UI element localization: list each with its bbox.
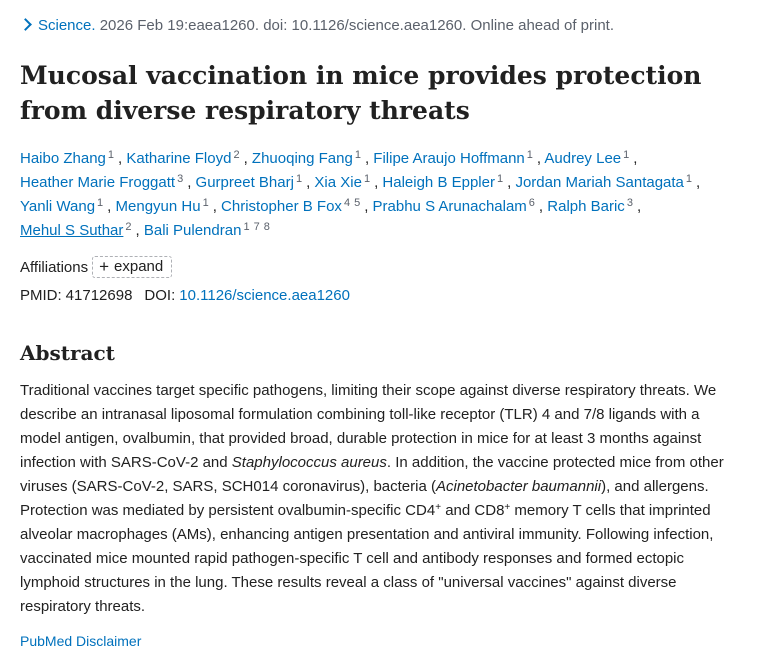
affiliation-numbers[interactable]: 1 xyxy=(108,149,118,161)
author-link[interactable]: Yanli Wang xyxy=(20,198,96,215)
author-link[interactable]: Filipe Araujo Hoffmann xyxy=(373,150,525,167)
author-item: Yanli Wang 1 xyxy=(20,197,107,216)
superscript: + xyxy=(435,502,442,513)
abstract-heading: Abstract xyxy=(20,341,115,365)
identifiers-row: PMID: 41712698 DOI: 10.1126/science.aea1260 xyxy=(20,287,350,304)
pubmed-disclaimer-link[interactable]: PubMed Disclaimer xyxy=(20,633,142,649)
affiliation-number[interactable]: 4 xyxy=(343,197,351,209)
author-item: Bali Pulendran 1 7 8 xyxy=(143,221,274,240)
affiliation-numbers[interactable]: 1 xyxy=(355,149,365,161)
author-link[interactable]: Mengyun Hu xyxy=(115,198,201,215)
author-item: Audrey Lee 1 xyxy=(544,149,633,168)
author-link[interactable]: Xia Xie xyxy=(314,174,362,191)
expand-label: expand xyxy=(114,258,164,275)
abstract-segment: memory T cells that imprinted alveolar m… xyxy=(20,502,714,615)
affiliation-number[interactable]: 3 xyxy=(626,197,633,209)
author-link[interactable]: Haibo Zhang xyxy=(20,150,106,167)
author-link[interactable]: Audrey Lee xyxy=(544,150,622,167)
author-link[interactable]: Mehul S Suthar xyxy=(20,222,124,239)
affiliation-number[interactable]: 6 xyxy=(528,197,535,209)
author-item: Haleigh B Eppler 1 xyxy=(382,173,507,192)
superscript: + xyxy=(504,502,511,513)
affiliations-label: Affiliations xyxy=(20,258,89,276)
citation-details: 2026 Feb 19:eaea1260. doi: 10.1126/scien… xyxy=(99,17,615,34)
affiliation-number[interactable]: 1 xyxy=(623,149,630,161)
author-item: Zhuoqing Fang 1 xyxy=(251,149,365,168)
authors-list: Haibo Zhang 1, Katharine Floyd 2, Zhuoqing… xyxy=(20,149,701,240)
author-item: Prabhu S Arunachalam 6 xyxy=(372,197,539,216)
affiliation-numbers[interactable]: 1 xyxy=(623,149,633,161)
citation-line: Science. 2026 Feb 19:eaea1260. doi: 10.1… xyxy=(19,17,615,34)
author-item: Mehul S Suthar 2 xyxy=(20,221,136,240)
affiliation-number[interactable]: 1 xyxy=(97,197,104,209)
abstract-segment: ), and allergens. Protection was mediate… xyxy=(20,478,709,519)
author-item: Heather Marie Froggatt 3 xyxy=(20,173,187,192)
affiliation-number[interactable]: 1 xyxy=(363,173,371,185)
abstract-text: Traditional vaccines target specific pat… xyxy=(20,379,744,619)
affiliation-number[interactable]: 1 xyxy=(526,149,533,161)
author-link[interactable]: Ralph Baric xyxy=(547,198,625,215)
plus-icon: + xyxy=(99,257,110,276)
author-item: Xia Xie 1 xyxy=(314,173,374,192)
affiliation-numbers[interactable]: 3 xyxy=(627,197,637,209)
author-link[interactable]: Haleigh B Eppler xyxy=(382,174,495,191)
affiliation-numbers[interactable]: 1 xyxy=(364,173,374,185)
affiliation-numbers[interactable]: 6 xyxy=(529,197,539,209)
author-item: Ralph Baric 3 xyxy=(547,197,637,216)
author-link[interactable]: Gurpreet Bharj xyxy=(195,174,294,191)
journal-link[interactable]: Science. xyxy=(38,17,96,34)
affiliation-number[interactable]: 1 xyxy=(107,149,115,161)
affiliation-number[interactable]: 8 xyxy=(263,221,270,233)
affiliation-numbers[interactable]: 2 xyxy=(233,149,243,161)
affiliation-number[interactable]: 2 xyxy=(233,149,240,161)
organism-name: Acinetobacter baumannii xyxy=(435,478,602,495)
author-link[interactable]: Prabhu S Arunachalam xyxy=(372,198,527,215)
affiliation-number[interactable]: 7 xyxy=(253,221,260,233)
article-title: Mucosal vaccination in mice provides pro… xyxy=(20,61,702,125)
affiliation-number[interactable]: 5 xyxy=(354,197,361,209)
affiliation-numbers[interactable]: 1 xyxy=(686,173,696,185)
affiliations-row: Affiliations + expand xyxy=(20,256,173,278)
doi-link[interactable]: 10.1126/science.aea1260 xyxy=(179,287,350,304)
author-link[interactable]: Christopher B Fox xyxy=(221,198,342,215)
affiliation-number[interactable]: 1 xyxy=(202,197,209,209)
expand-affiliations-button[interactable]: + expand xyxy=(92,256,173,278)
affiliation-numbers[interactable]: 1 xyxy=(296,173,306,185)
author-link[interactable]: Heather Marie Froggatt xyxy=(20,174,176,191)
affiliation-numbers[interactable]: 3 xyxy=(177,173,187,185)
doi-label: DOI: xyxy=(144,287,176,304)
affiliation-numbers[interactable]: 2 xyxy=(125,221,135,233)
abstract-segment: and CD8 xyxy=(441,502,505,519)
abstract-segment: Traditional vaccines target specific pat… xyxy=(20,382,717,471)
author-item: Christopher B Fox 4 5 xyxy=(221,197,364,216)
affiliation-number[interactable]: 1 xyxy=(243,221,250,233)
author-item: Jordan Mariah Santagata 1 xyxy=(515,173,696,192)
chevron-right-icon xyxy=(19,18,32,31)
author-item: Mengyun Hu 1 xyxy=(115,197,213,216)
abstract-segment: . In addition, the vaccine protected mic… xyxy=(20,454,724,495)
affiliation-numbers[interactable]: 1 xyxy=(97,197,107,209)
author-link[interactable]: Bali Pulendran xyxy=(143,222,242,239)
author-link[interactable]: Zhuoqing Fang xyxy=(251,150,353,167)
author-item: Haibo Zhang 1 xyxy=(20,149,118,168)
author-item: Filipe Araujo Hoffmann 1 xyxy=(373,149,537,168)
affiliation-number[interactable]: 1 xyxy=(354,149,361,161)
affiliation-number[interactable]: 1 xyxy=(496,173,504,185)
affiliation-numbers[interactable]: 1 xyxy=(527,149,537,161)
author-link[interactable]: Jordan Mariah Santagata xyxy=(515,174,684,191)
affiliation-number[interactable]: 2 xyxy=(125,221,132,233)
author-link[interactable]: Katharine Floyd xyxy=(126,150,232,167)
affiliation-numbers[interactable]: 1 xyxy=(497,173,507,185)
author-item: Gurpreet Bharj 1 xyxy=(195,173,307,192)
pmid-label: PMID: xyxy=(20,287,62,304)
affiliation-number[interactable]: 1 xyxy=(685,173,693,185)
affiliation-number[interactable]: 1 xyxy=(295,173,303,185)
author-item: Katharine Floyd 2 xyxy=(126,149,243,168)
affiliation-number[interactable]: 3 xyxy=(177,173,184,185)
affiliation-numbers[interactable]: 1 xyxy=(203,197,213,209)
organism-name: Staphylococcus aureus xyxy=(231,454,387,471)
pmid-value: 41712698 xyxy=(65,287,133,304)
